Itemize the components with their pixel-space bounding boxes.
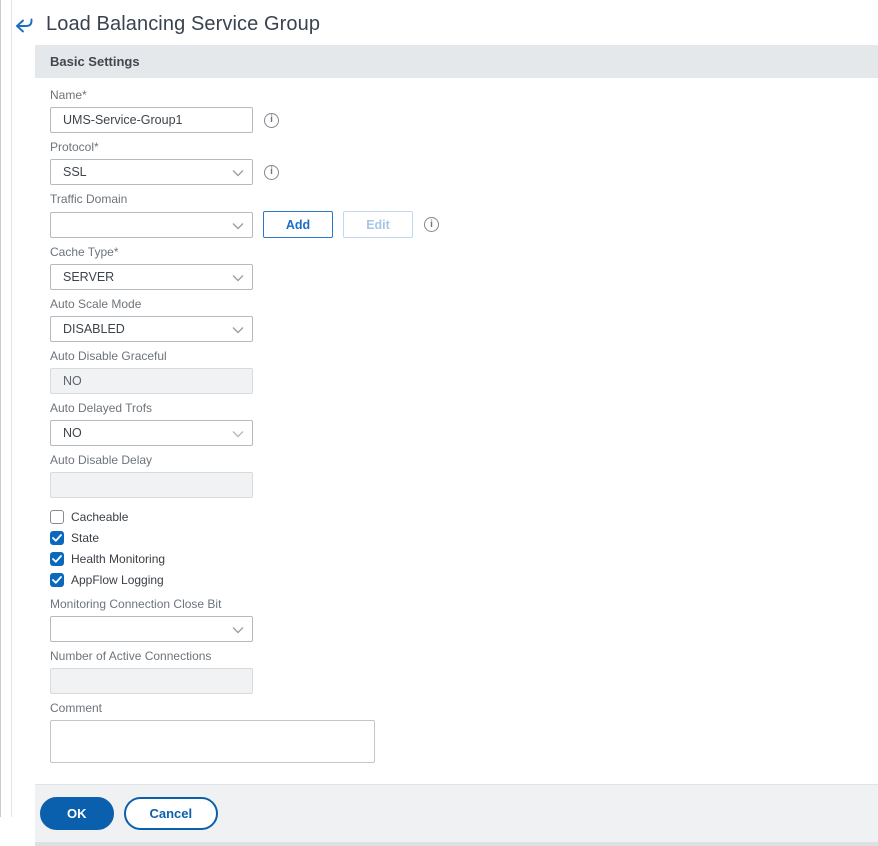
chevron-down-icon — [232, 170, 244, 177]
screen-left-edge — [0, 0, 1, 817]
field-auto-disable-graceful: Auto Disable Graceful NO — [50, 349, 878, 394]
state-checkbox[interactable]: State — [50, 531, 878, 545]
field-cache-type: Cache Type* SERVER — [50, 245, 878, 290]
cacheable-checkbox[interactable]: Cacheable — [50, 510, 878, 524]
chevron-down-icon — [232, 327, 244, 334]
checkbox-group: Cacheable State Health Monitoring AppFlo… — [50, 510, 878, 587]
edit-button: Edit — [343, 211, 413, 238]
panel-footer: OK Cancel — [35, 784, 878, 846]
field-comment: Comment — [50, 701, 878, 763]
monitoring-connection-close-bit-select[interactable] — [50, 616, 253, 642]
monitoring-connection-close-bit-label: Monitoring Connection Close Bit — [50, 597, 222, 611]
basic-settings-panel: Basic Settings Name* i Protocol* SSL i — [35, 45, 878, 846]
checkbox-icon[interactable] — [50, 510, 64, 524]
number-of-active-connections-label: Number of Active Connections — [50, 649, 212, 663]
auto-delayed-trofs-label: Auto Delayed Trofs — [50, 401, 153, 415]
chevron-down-icon — [232, 275, 244, 282]
protocol-select[interactable]: SSL — [50, 159, 253, 185]
checkbox-label: AppFlow Logging — [71, 573, 164, 587]
checkbox-label: Health Monitoring — [71, 552, 166, 566]
checkbox-icon[interactable] — [50, 531, 64, 545]
page-header: Load Balancing Service Group — [0, 0, 878, 45]
chevron-down-icon — [232, 222, 244, 229]
auto-scale-mode-label: Auto Scale Mode — [50, 297, 142, 311]
page-title: Load Balancing Service Group — [46, 13, 321, 35]
auto-disable-delay-input — [50, 472, 253, 498]
checkbox-label: State — [71, 531, 100, 545]
chevron-down-icon — [232, 627, 244, 634]
auto-disable-graceful-value: NO — [63, 374, 82, 388]
info-icon[interactable]: i — [264, 112, 279, 128]
cancel-button[interactable]: Cancel — [123, 797, 219, 830]
comment-label: Comment — [50, 701, 103, 715]
auto-scale-mode-select[interactable]: DISABLED — [50, 316, 253, 342]
auto-scale-mode-select-value: DISABLED — [63, 322, 125, 336]
back-arrow-icon[interactable] — [13, 14, 35, 36]
comment-textarea[interactable] — [50, 720, 375, 763]
auto-disable-graceful-label: Auto Disable Graceful — [50, 349, 167, 363]
auto-delayed-trofs-select[interactable]: NO — [50, 420, 253, 446]
field-auto-disable-delay: Auto Disable Delay — [50, 453, 878, 498]
field-protocol: Protocol* SSL i — [50, 140, 878, 185]
checkbox-label: Cacheable — [71, 510, 129, 524]
protocol-label: Protocol* — [50, 140, 99, 154]
cache-type-select-value: SERVER — [63, 270, 115, 284]
field-number-of-active-connections: Number of Active Connections — [50, 649, 878, 694]
number-of-active-connections-input — [50, 668, 253, 694]
auto-disable-delay-label: Auto Disable Delay — [50, 453, 153, 467]
name-input[interactable] — [50, 107, 253, 133]
traffic-domain-select[interactable] — [50, 211, 253, 238]
field-traffic-domain: Traffic Domain Add Edit i — [50, 192, 878, 238]
checkbox-icon[interactable] — [50, 573, 64, 587]
field-monitoring-connection-close-bit: Monitoring Connection Close Bit — [50, 597, 878, 642]
ok-button[interactable]: OK — [40, 797, 114, 830]
field-auto-delayed-trofs: Auto Delayed Trofs NO — [50, 401, 878, 446]
panel-header-title: Basic Settings — [50, 54, 140, 69]
cache-type-label: Cache Type* — [50, 245, 119, 259]
auto-delayed-trofs-select-value: NO — [63, 426, 82, 440]
add-button[interactable]: Add — [263, 211, 333, 238]
info-icon[interactable]: i — [424, 217, 439, 232]
appflow-logging-checkbox[interactable]: AppFlow Logging — [50, 573, 878, 587]
field-auto-scale-mode: Auto Scale Mode DISABLED — [50, 297, 878, 342]
protocol-select-value: SSL — [63, 165, 87, 179]
cache-type-select[interactable]: SERVER — [50, 264, 253, 290]
chevron-down-icon — [232, 431, 244, 438]
panel-body: Name* i Protocol* SSL i Traffic Domain — [35, 78, 878, 776]
auto-disable-graceful-input: NO — [50, 368, 253, 394]
checkbox-icon[interactable] — [50, 552, 64, 566]
panel-header: Basic Settings — [35, 45, 878, 78]
health-monitoring-checkbox[interactable]: Health Monitoring — [50, 552, 878, 566]
traffic-domain-label: Traffic Domain — [50, 192, 128, 206]
info-icon[interactable]: i — [264, 164, 279, 180]
field-name: Name* i — [50, 88, 878, 133]
name-label: Name* — [50, 88, 87, 102]
content-left-divider — [11, 0, 12, 817]
